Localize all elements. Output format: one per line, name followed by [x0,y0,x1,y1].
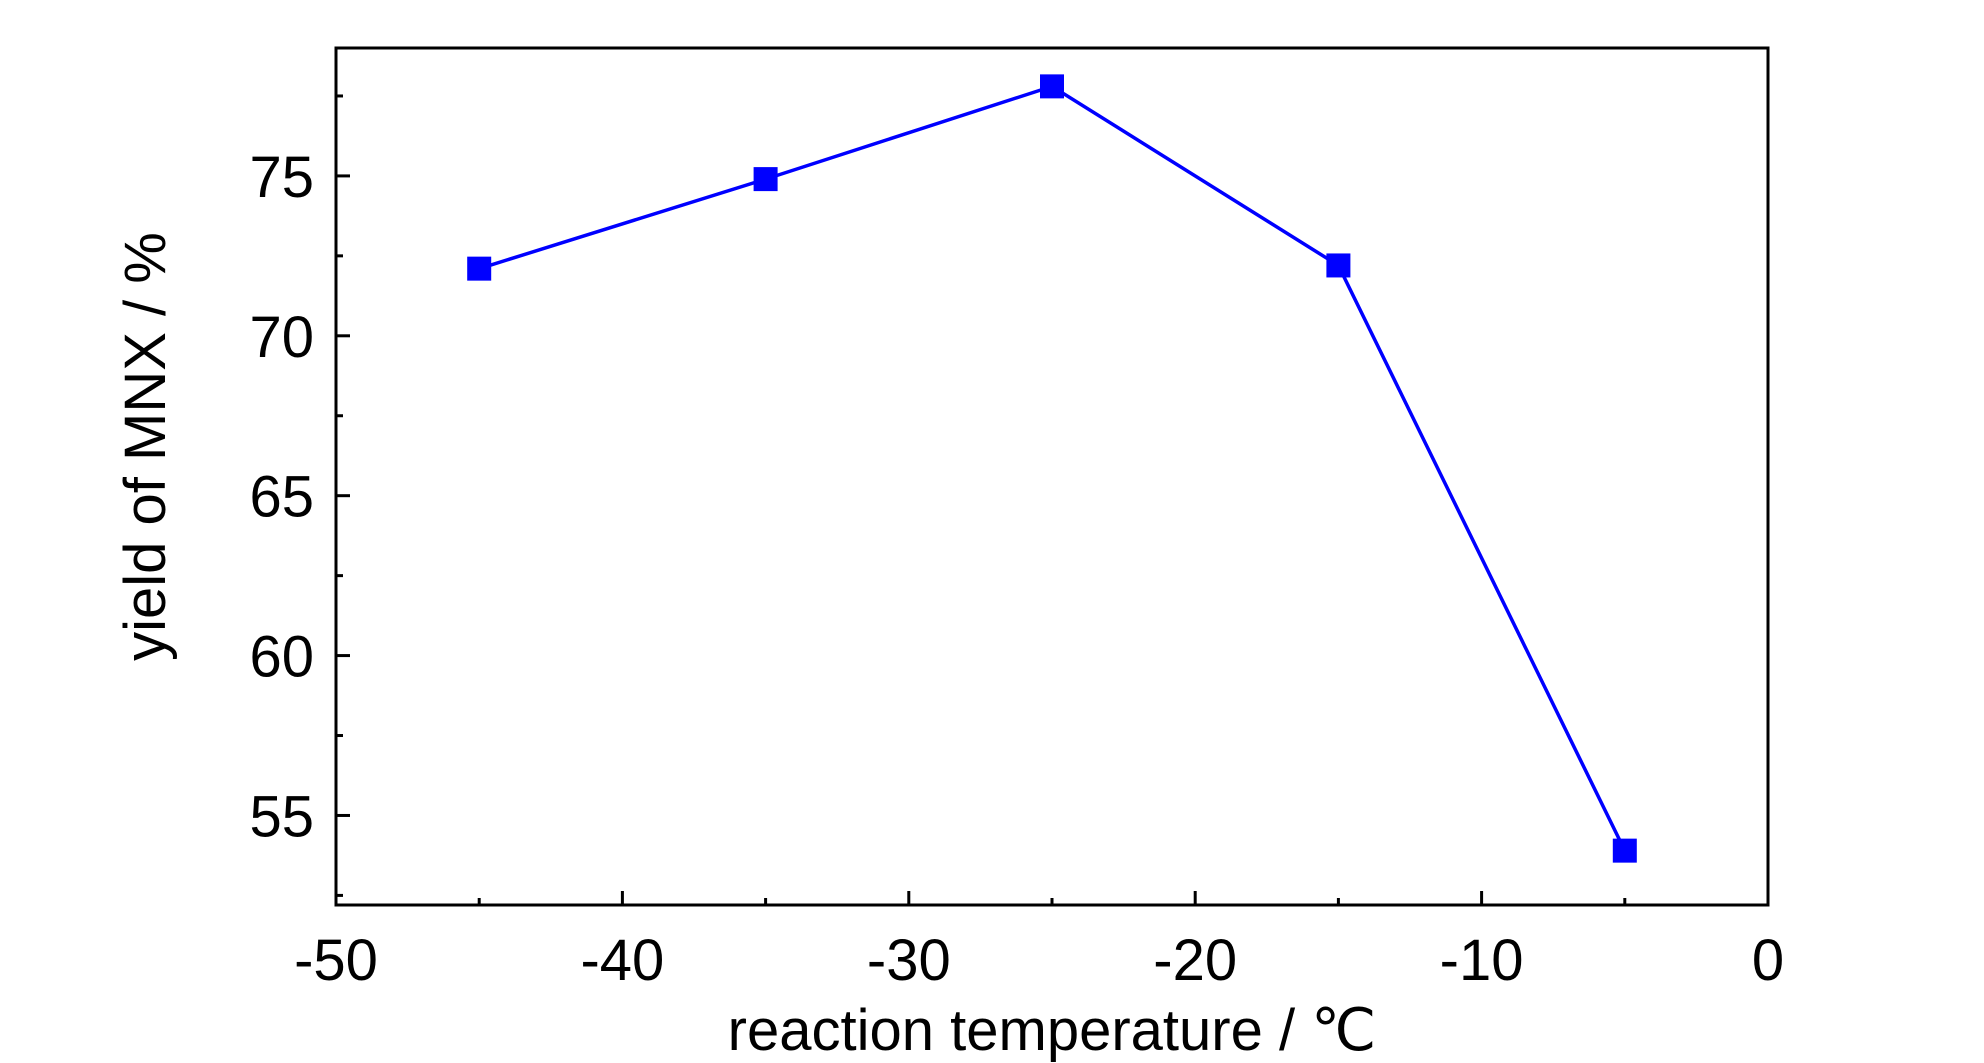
y-axis-title: yield of MNX / % [113,232,178,661]
y-tick-label: 55 [249,784,314,849]
x-tick-label: -50 [294,928,378,993]
x-tick-label: -10 [1440,928,1524,993]
data-point [1612,838,1637,863]
plot-area [334,46,1770,907]
y-tick-label: 75 [249,145,314,210]
data-point [1040,74,1064,99]
y-tick-label: 70 [249,305,314,370]
y-tick-label: 60 [249,625,314,690]
x-tick-label: -30 [867,928,951,993]
series-line [478,84,1627,852]
y-tick-label: 65 [249,465,314,530]
x-tick-label: -40 [580,928,664,993]
data-point [753,167,778,192]
data-point [467,256,492,281]
x-axis: -50 -40 -30 -20 -10 0 [294,891,1784,993]
y-axis: 55 60 65 70 75 [249,94,350,897]
x-axis-title: reaction temperature / ℃ [728,998,1377,1063]
series-layer [467,74,1637,863]
x-tick-label: -20 [1153,928,1237,993]
plot-frame [334,46,1770,907]
data-point [1326,253,1351,278]
x-tick-label: 0 [1752,928,1784,993]
